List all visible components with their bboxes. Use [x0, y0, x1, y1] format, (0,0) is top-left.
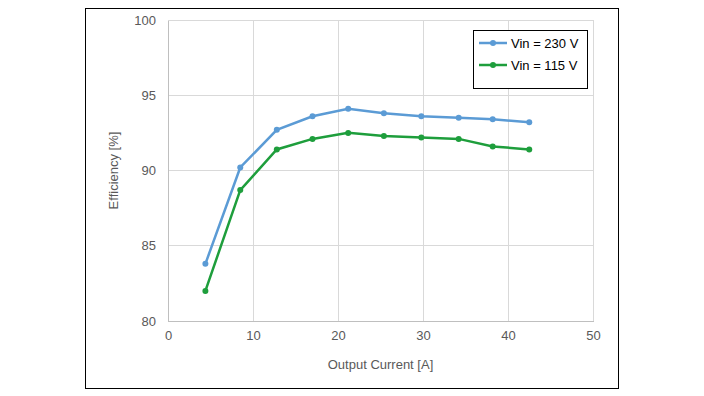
chart: 0 10 20 30 40 50 80 85 90 95 100 Output Current [A]… [0, 0, 704, 396]
x-tick: 30 [416, 321, 430, 343]
y-grid-line [168, 95, 593, 96]
series-marker [237, 164, 243, 170]
chart-border [86, 9, 619, 389]
x-tick: 0 [165, 321, 172, 343]
y-axis: 80 85 90 95 100 [134, 13, 168, 329]
series-marker [381, 133, 387, 139]
y-tick: 90 [142, 163, 168, 178]
legend-label: Vin = 115 V [511, 58, 578, 73]
y-tick-label: 95 [142, 88, 156, 103]
series-marker [418, 113, 424, 119]
y-tick: 80 [142, 314, 168, 329]
y-grid-line [168, 321, 593, 322]
series-marker [490, 116, 496, 122]
x-axis: 0 10 20 30 40 50 [165, 321, 601, 343]
legend: Vin = 230 V Vin = 115 V [474, 31, 588, 89]
x-tick: 50 [586, 321, 600, 343]
y-tick: 95 [142, 88, 168, 103]
y-tick: 100 [134, 13, 168, 28]
legend-marker [490, 40, 496, 46]
series-marker [202, 288, 208, 294]
x-tick-label: 0 [165, 328, 172, 343]
y-grid-line [168, 20, 593, 21]
series-marker [345, 106, 351, 112]
legend-marker [490, 62, 496, 68]
series-group [202, 106, 532, 294]
series-marker [381, 110, 387, 116]
x-tick: 10 [246, 321, 260, 343]
y-grid-line [168, 245, 593, 246]
series-marker [310, 113, 316, 119]
series-marker [345, 130, 351, 136]
x-tick: 20 [331, 321, 345, 343]
y-tick-label: 80 [142, 314, 156, 329]
x-axis-title: Output Current [A] [328, 357, 434, 372]
y-tick: 85 [142, 238, 168, 253]
x-tick-label: 40 [501, 328, 515, 343]
y-tick-label: 90 [142, 163, 156, 178]
series-marker [274, 146, 280, 152]
series-line [205, 133, 529, 291]
y-tick-label: 100 [134, 13, 156, 28]
series-marker [490, 143, 496, 149]
x-tick-label: 30 [416, 328, 430, 343]
series-marker [202, 261, 208, 267]
plot: 0 10 20 30 40 50 80 85 90 95 100 [134, 13, 600, 344]
series-marker [274, 127, 280, 133]
series-marker [237, 187, 243, 193]
series-line [205, 109, 529, 264]
series-marker [310, 136, 316, 142]
series-marker [418, 134, 424, 140]
series-marker [456, 115, 462, 121]
y-axis-line [168, 21, 169, 322]
y-axis-title: Efficiency [%] [106, 132, 121, 210]
x-tick-label: 20 [331, 328, 345, 343]
x-grid-line [168, 20, 169, 321]
legend-label: Vin = 230 V [511, 36, 579, 51]
series-marker [456, 136, 462, 142]
x-tick-label: 10 [246, 328, 260, 343]
series-marker [526, 119, 532, 125]
legend-box [474, 31, 588, 89]
x-tick: 40 [501, 321, 515, 343]
y-grid-line [168, 170, 593, 171]
x-axis-line [169, 321, 594, 322]
series-marker [526, 146, 532, 152]
x-tick-label: 50 [586, 328, 600, 343]
grid [168, 20, 593, 321]
y-tick-label: 85 [142, 238, 156, 253]
